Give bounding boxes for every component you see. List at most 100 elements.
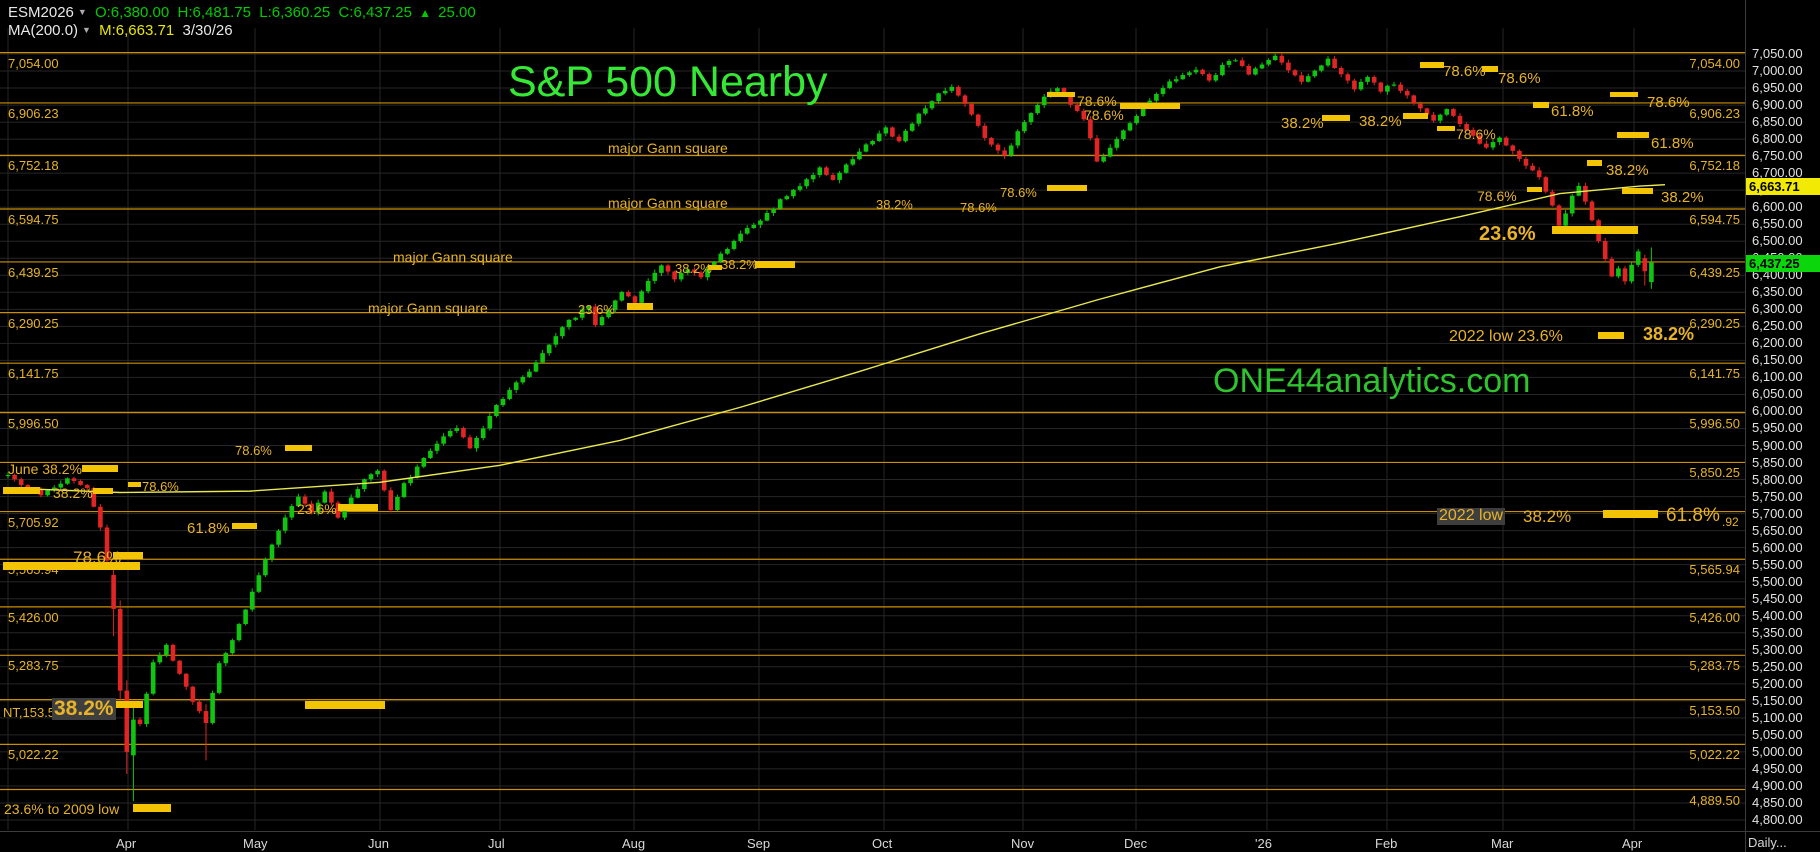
quote-header: ESM2026 ▼ O:6,380.00 H:6,481.75 L:6,360.2…	[8, 4, 476, 21]
price-tick: 6,950.00	[1752, 80, 1803, 96]
last-price-badge: 6,437.25	[1746, 254, 1820, 272]
fib-highlight-band	[1120, 103, 1180, 109]
ma-selector[interactable]: MA(200.0) ▼	[8, 22, 95, 39]
gann-level-label-left: 5,283.75	[8, 658, 59, 674]
gann-level-label-right: 5,153.50	[1689, 702, 1740, 718]
price-tick: 5,450.00	[1752, 590, 1803, 606]
timeframe-label[interactable]: Daily...	[1748, 835, 1787, 850]
price-tick: 6,750.00	[1752, 148, 1803, 164]
quote-high: H:6,481.75	[177, 4, 251, 21]
symbol-label: ESM2026	[8, 4, 74, 21]
gann-level-label-left: 5,022.22	[8, 747, 59, 763]
fib-annotation: 38.2%	[675, 261, 712, 276]
fib-annotation: 2022 low 23.6%	[1449, 328, 1563, 345]
price-tick: 6,350.00	[1752, 284, 1803, 300]
gann-level-label-left: 6,439.25	[8, 264, 59, 280]
month-label: May	[243, 836, 268, 851]
fib-highlight-band	[3, 562, 140, 570]
gann-level-label-right: 5,996.50	[1689, 415, 1740, 431]
quote-low: L:6,360.25	[259, 4, 331, 21]
fib-annotation: 61.8%	[1666, 505, 1720, 526]
price-tick: 5,700.00	[1752, 505, 1803, 521]
month-label: Apr	[116, 836, 137, 851]
price-tick: 7,050.00	[1752, 46, 1803, 61]
fib-highlight-band	[338, 504, 378, 511]
price-tick: 6,700.00	[1752, 165, 1803, 181]
price-tick: 6,600.00	[1752, 199, 1803, 215]
price-tick: 6,050.00	[1752, 386, 1803, 402]
gann-level-label-left: 7,054.00	[8, 55, 59, 71]
price-tick: 5,550.00	[1752, 556, 1803, 572]
price-tick: 5,950.00	[1752, 420, 1803, 436]
fib-annotation: 78.6%	[960, 200, 997, 215]
fib-highlight-band	[1603, 510, 1658, 518]
fib-highlight-band	[105, 701, 143, 708]
watermark: ONE44analytics.com	[1213, 362, 1531, 400]
price-tick: 5,900.00	[1752, 437, 1803, 453]
fib-annotation: 78.6%	[73, 548, 122, 567]
symbol-selector[interactable]: ESM2026 ▼	[8, 4, 91, 21]
price-tick: 5,500.00	[1752, 573, 1803, 589]
ma-header: MA(200.0) ▼ M:6,663.71 3/30/26	[8, 22, 233, 39]
price-tick: 5,600.00	[1752, 539, 1803, 555]
price-tick: 6,900.00	[1752, 97, 1803, 113]
gann-level-label-right: 6,439.25	[1689, 264, 1740, 280]
fib-annotation: 38.2%	[1661, 189, 1704, 206]
month-label: Oct	[872, 836, 893, 851]
fib-annotation: .92	[1722, 515, 1739, 529]
gann-level-label-right: 5,426.00	[1689, 609, 1740, 625]
price-tick: 6,850.00	[1752, 114, 1803, 130]
gann-level-label-right: 6,290.25	[1689, 315, 1740, 331]
caret-down-icon: ▼	[77, 7, 87, 17]
fib-annotation: 61.8%	[187, 520, 230, 537]
ma-label: MA(200.0)	[8, 22, 79, 39]
fib-highlight-band	[232, 523, 257, 529]
gann-level-label-left: 5,705.92	[8, 514, 59, 530]
axis-divider-horizontal	[0, 831, 1820, 832]
fib-annotation: NT,153.5	[3, 705, 56, 720]
fib-highlight-band	[1598, 332, 1624, 339]
fib-highlight-band	[113, 552, 143, 559]
gann-level-label-left: 6,906.23	[8, 105, 59, 121]
price-tick: 5,350.00	[1752, 624, 1803, 640]
fib-highlight-band	[305, 701, 385, 709]
caret-down-icon: ▼	[82, 25, 91, 35]
fib-annotation: 23.6%	[297, 501, 337, 517]
fib-annotation: 38.2%	[1606, 162, 1649, 179]
price-tick: 7,000.00	[1752, 63, 1803, 79]
month-label: Dec	[1124, 836, 1148, 851]
month-label: Apr	[1622, 836, 1643, 851]
fib-annotation: 61.8%	[1551, 103, 1594, 120]
gann-level-label-left: 6,752.18	[8, 158, 59, 174]
gann-level-label-right: 5,022.22	[1689, 747, 1740, 763]
fib-annotation: 38.2%	[1643, 324, 1695, 344]
fib-highlight-band	[708, 265, 722, 270]
gann-level-label-right: 6,906.23	[1689, 105, 1740, 121]
fib-annotation: 23.6%	[1479, 223, 1536, 245]
fib-highlight-band	[1610, 92, 1638, 97]
gann-level-label-right: 6,594.75	[1689, 211, 1740, 227]
fib-annotation: 2022 low	[1437, 507, 1506, 525]
fib-annotation: 61.8%	[1651, 135, 1694, 152]
up-triangle-icon: ▲	[419, 6, 431, 20]
price-tick: 5,750.00	[1752, 488, 1803, 504]
major-gann-square-label: major Gann square	[393, 249, 513, 265]
gann-level-label-left: 6,141.75	[8, 366, 59, 382]
fib-highlight-band	[1482, 66, 1498, 72]
fib-annotation: 38.2%	[1359, 113, 1402, 130]
fib-annotation: 23.6%	[578, 302, 615, 317]
fib-highlight-band	[1403, 113, 1428, 119]
fib-highlight-band	[1047, 92, 1075, 97]
gann-level-label-right: 5,850.25	[1689, 465, 1740, 481]
quote-change: 25.00	[438, 4, 476, 21]
ma-price-badge: 6,663.71	[1746, 177, 1820, 195]
fib-highlight-band	[82, 465, 118, 472]
month-label: '26	[1255, 836, 1272, 851]
fib-annotation: June 38.2%	[8, 461, 82, 477]
fib-annotation: 78.6%	[1084, 107, 1124, 123]
price-tick: 5,400.00	[1752, 607, 1803, 623]
price-tick: 4,900.00	[1752, 777, 1803, 793]
fib-highlight-band	[1322, 115, 1350, 121]
price-tick: 5,050.00	[1752, 726, 1803, 742]
